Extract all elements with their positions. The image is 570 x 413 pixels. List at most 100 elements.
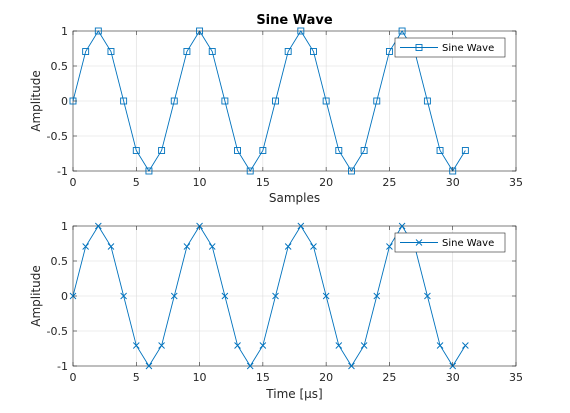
chart-title: Sine Wave: [256, 13, 333, 28]
data-point: [297, 222, 305, 230]
data-point: [385, 48, 393, 55]
subplot-top: 0 5 10 15 20 25 30 35 -1 -0.5 0 0.5 1 Sine Wave Sam…: [29, 13, 523, 205]
data-point: [183, 48, 191, 55]
legend-entry-top: Sine Wave: [442, 43, 494, 54]
x-tick-label: 5: [133, 176, 140, 189]
data-point: [246, 167, 254, 175]
x-tick-label: 20: [319, 176, 333, 189]
legend-top: Sine Wave: [394, 37, 506, 58]
data-point: [259, 147, 267, 154]
data-point: [82, 243, 89, 250]
y-ticks-bottom: -1 -0.5 0 0.5 1: [47, 220, 516, 373]
data-point: [107, 48, 115, 55]
data-point: [221, 97, 229, 105]
x-tick-label: 10: [193, 176, 207, 189]
x-tick-label: 25: [382, 176, 396, 189]
data-point: [158, 342, 165, 349]
data-point: [373, 292, 381, 300]
data-point: [310, 48, 317, 55]
legend-box-top: [394, 37, 506, 58]
subplot-bottom: 0 5 10 15 20 25 30 35 -1 -0.5 0 0.5 1 Time [μs] Amp…: [29, 220, 523, 401]
x-tick-label: 30: [446, 176, 460, 189]
data-point: [335, 342, 343, 349]
x-axis-label-bottom: Time [μs]: [265, 387, 322, 401]
y-tick-label: 0.5: [51, 60, 69, 73]
data-point: [234, 342, 241, 349]
data-point: [145, 362, 153, 370]
data-point: [360, 342, 368, 349]
data-point: [398, 222, 406, 230]
data-point: [234, 147, 241, 154]
data-point: [386, 243, 393, 250]
data-point: [107, 243, 115, 250]
x-tick-label: 25: [382, 371, 396, 384]
y-tick-label: -0.5: [47, 130, 68, 143]
y-tick-label: -1: [57, 360, 68, 373]
data-point: [284, 243, 292, 250]
y-tick-label: -0.5: [47, 325, 68, 338]
series-line: [72, 225, 466, 367]
data-point: [322, 292, 330, 300]
y-tick-label: 0.5: [51, 255, 69, 268]
x-tick-label: 5: [133, 371, 140, 384]
data-point: [120, 97, 128, 105]
data-point: [373, 97, 381, 105]
y-tick-label: 0: [61, 290, 68, 303]
data-point: [272, 97, 279, 105]
data-point: [170, 292, 178, 300]
data-point: [246, 362, 254, 370]
data-point: [145, 167, 153, 175]
data-point: [398, 27, 406, 35]
data-point: [221, 292, 229, 300]
x-tick-label: 15: [256, 176, 270, 189]
x-tick-label: 15: [256, 371, 270, 384]
data-point: [132, 342, 140, 349]
legend-box-bottom: [394, 232, 506, 253]
legend-square-marker-icon: [415, 44, 423, 51]
data-point: [82, 48, 90, 55]
x-tick-label: 35: [509, 176, 523, 189]
legend-entry-bottom: Sine Wave: [442, 238, 494, 249]
data-point: [436, 147, 444, 154]
x-ticks-top: 0 5 10 15 20 25 30 35: [70, 31, 523, 189]
y-tick-label: 0: [61, 95, 68, 108]
x-tick-label: 0: [70, 371, 77, 384]
data-point: [94, 222, 102, 230]
data-point: [462, 342, 469, 349]
data-point: [272, 292, 279, 300]
y-axis-label-bottom: Amplitude: [29, 265, 43, 327]
data-point: [259, 342, 267, 349]
y-tick-label: 1: [61, 25, 68, 38]
data-point: [183, 243, 191, 250]
data-point: [132, 147, 140, 154]
x-axis-label-top: Samples: [269, 191, 320, 205]
x-tick-label: 30: [446, 371, 460, 384]
data-point: [310, 243, 317, 250]
x-tick-label: 10: [193, 371, 207, 384]
legend-bottom: Sine Wave: [394, 232, 506, 253]
data-point: [297, 27, 305, 35]
legend-x-marker-icon: [415, 239, 423, 246]
grid-bottom: [73, 226, 516, 366]
data-point: [348, 167, 355, 175]
data-point: [170, 97, 178, 105]
data-point: [208, 48, 216, 55]
y-tick-label: 1: [61, 220, 68, 233]
data-point: [360, 147, 368, 154]
y-ticks-top: -1 -0.5 0 0.5 1: [47, 25, 516, 178]
data-point: [94, 27, 102, 35]
x-tick-label: 0: [70, 176, 77, 189]
data-point: [284, 48, 292, 55]
y-axis-label-top: Amplitude: [29, 70, 43, 132]
y-tick-label: -1: [57, 165, 68, 178]
x-tick-label: 35: [509, 371, 523, 384]
data-point: [423, 97, 431, 105]
data-point: [158, 147, 166, 154]
data-point: [348, 362, 355, 370]
data-point: [436, 342, 444, 349]
data-point: [335, 147, 343, 154]
x-ticks-bottom: 0 5 10 15 20 25 30 35: [70, 226, 523, 384]
data-point: [120, 292, 127, 300]
x-tick-label: 20: [319, 371, 333, 384]
